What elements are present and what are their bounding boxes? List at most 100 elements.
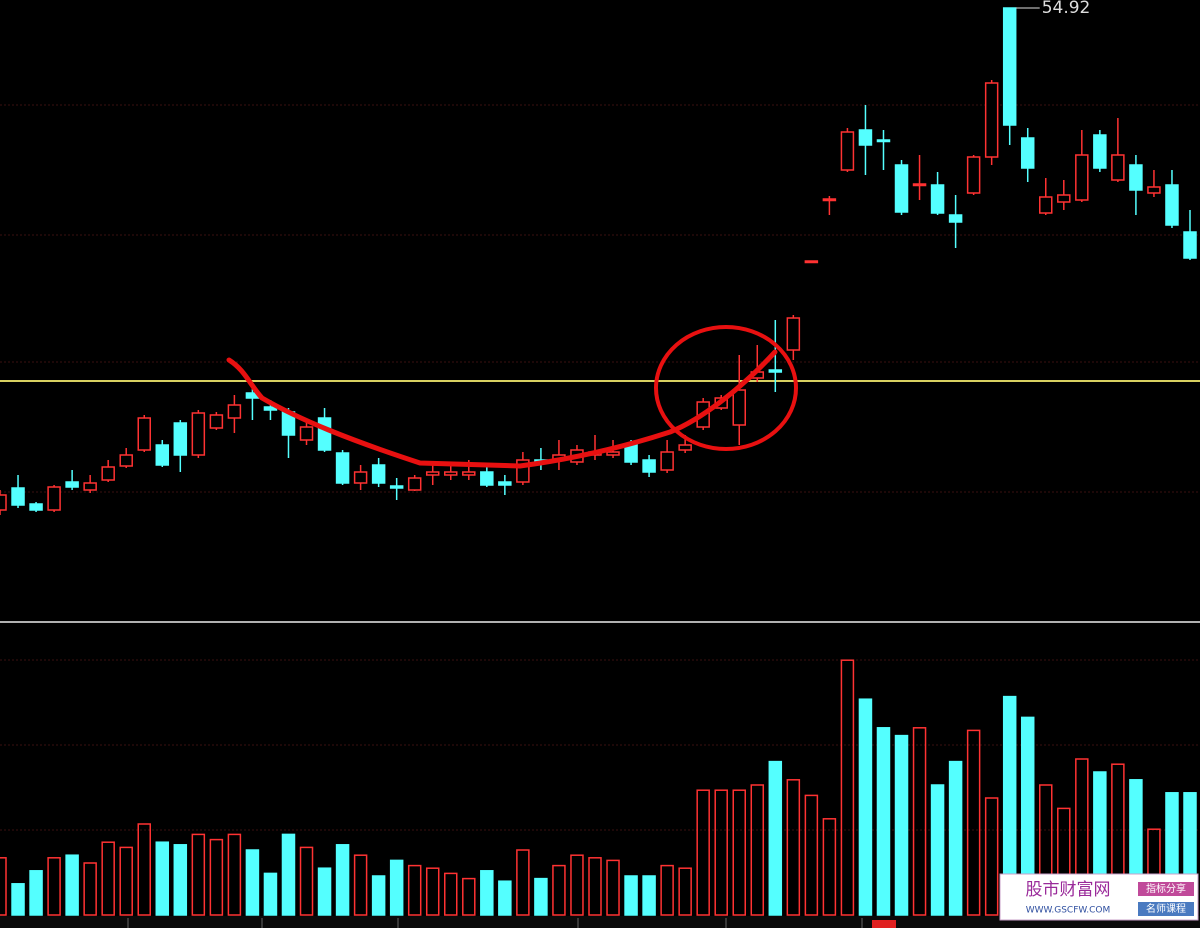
high-label: 54.92 [1042, 0, 1091, 18]
candle-body [498, 481, 512, 486]
candle-body [11, 487, 25, 506]
volume-bar [101, 841, 115, 916]
candle-body [624, 444, 638, 463]
candle-body [101, 466, 115, 481]
candle-body [480, 471, 494, 486]
candle-body [47, 486, 61, 511]
candle-body [1111, 154, 1125, 181]
candle-body [1057, 194, 1071, 203]
volume-bar [912, 727, 927, 916]
candle-body [930, 184, 945, 214]
candle-body [858, 129, 873, 146]
volume-bar [660, 864, 674, 916]
volume-bar [804, 794, 819, 916]
candle-body [678, 444, 692, 451]
candle-body [227, 404, 242, 419]
watermark-tag [1138, 902, 1194, 916]
candle-body [606, 451, 620, 456]
candle-body [371, 464, 386, 484]
candle-body [353, 471, 368, 484]
volume-bar [462, 877, 476, 916]
hand-drawn-circle [654, 325, 798, 451]
volume-bar [678, 867, 692, 916]
volume-bar [299, 846, 314, 916]
volume-bar [588, 857, 602, 916]
volume-bar [281, 833, 296, 916]
tab-icon [872, 920, 896, 928]
hand-drawn-trend [226, 349, 778, 469]
candle-body [966, 156, 981, 194]
candle-body [83, 482, 97, 491]
volume-bar [353, 854, 368, 916]
candle-body [1020, 137, 1035, 169]
candle-body [822, 198, 837, 202]
volume-bar [624, 875, 638, 916]
watermark: 股市财富网 WWW.GSCFW.COM 指标分享 名师课程 [999, 873, 1199, 921]
candle-body [642, 459, 656, 473]
candle-body [191, 412, 206, 456]
candle-body [389, 485, 404, 489]
candle-body [29, 503, 43, 511]
volume-bar [407, 864, 422, 916]
volume-bar [389, 859, 404, 916]
candle-body [119, 454, 133, 467]
watermark-tag-text: 指标分享 [1146, 882, 1186, 895]
volume-bar [606, 859, 620, 916]
candle-body [137, 417, 151, 451]
volume-bar [732, 789, 746, 916]
candle-body [840, 131, 855, 171]
volume-bar [534, 877, 548, 916]
candle-body [1183, 231, 1197, 259]
volume-bar [696, 789, 710, 916]
watermark-title: 股市财富网 [1026, 880, 1111, 900]
volume-bar [29, 870, 43, 916]
volume-bar [137, 823, 151, 916]
volume-bar [552, 864, 566, 916]
candle-body [660, 451, 674, 471]
candle-body [948, 214, 963, 223]
candle-body [173, 422, 188, 456]
candle-body [1093, 134, 1107, 169]
candle-body [1129, 164, 1143, 191]
volume-bar [750, 784, 765, 916]
volume-bar [930, 784, 945, 916]
volume-bar [786, 779, 801, 916]
volume-bar [371, 875, 386, 916]
candle-body [1002, 7, 1017, 126]
volume-bar [768, 760, 783, 916]
watermark-tag-text: 名师课程 [1146, 902, 1186, 915]
volume-bar [47, 857, 61, 916]
candle-body [1147, 186, 1161, 194]
candle-body [425, 471, 440, 476]
candle-body [1039, 196, 1053, 214]
volume-bar [245, 849, 260, 916]
candle-body [65, 481, 79, 488]
candle-body [299, 426, 314, 441]
candle-body [209, 414, 224, 429]
volume-bar [714, 789, 728, 916]
candle-body [1165, 184, 1179, 226]
candle-body [768, 369, 783, 373]
candle-body [786, 317, 801, 351]
candle-body [876, 139, 891, 143]
volume-bar [173, 844, 188, 916]
volume-bar [840, 659, 855, 916]
volume-bar [425, 867, 440, 916]
candle-body [0, 494, 7, 511]
volume-bar [876, 727, 891, 916]
volume-bar [894, 734, 909, 916]
volume-bar [317, 867, 332, 916]
volume-bar [858, 698, 873, 916]
volume-bar [335, 844, 350, 916]
volume-bar [83, 862, 97, 916]
candle-body [444, 471, 458, 476]
volume-bar [984, 797, 999, 916]
volume-bar [966, 729, 981, 916]
grid [0, 104, 1200, 831]
volume-bar [227, 833, 242, 916]
candle-body [317, 417, 332, 451]
volume-bar [119, 846, 133, 916]
volume-bar [11, 883, 25, 916]
